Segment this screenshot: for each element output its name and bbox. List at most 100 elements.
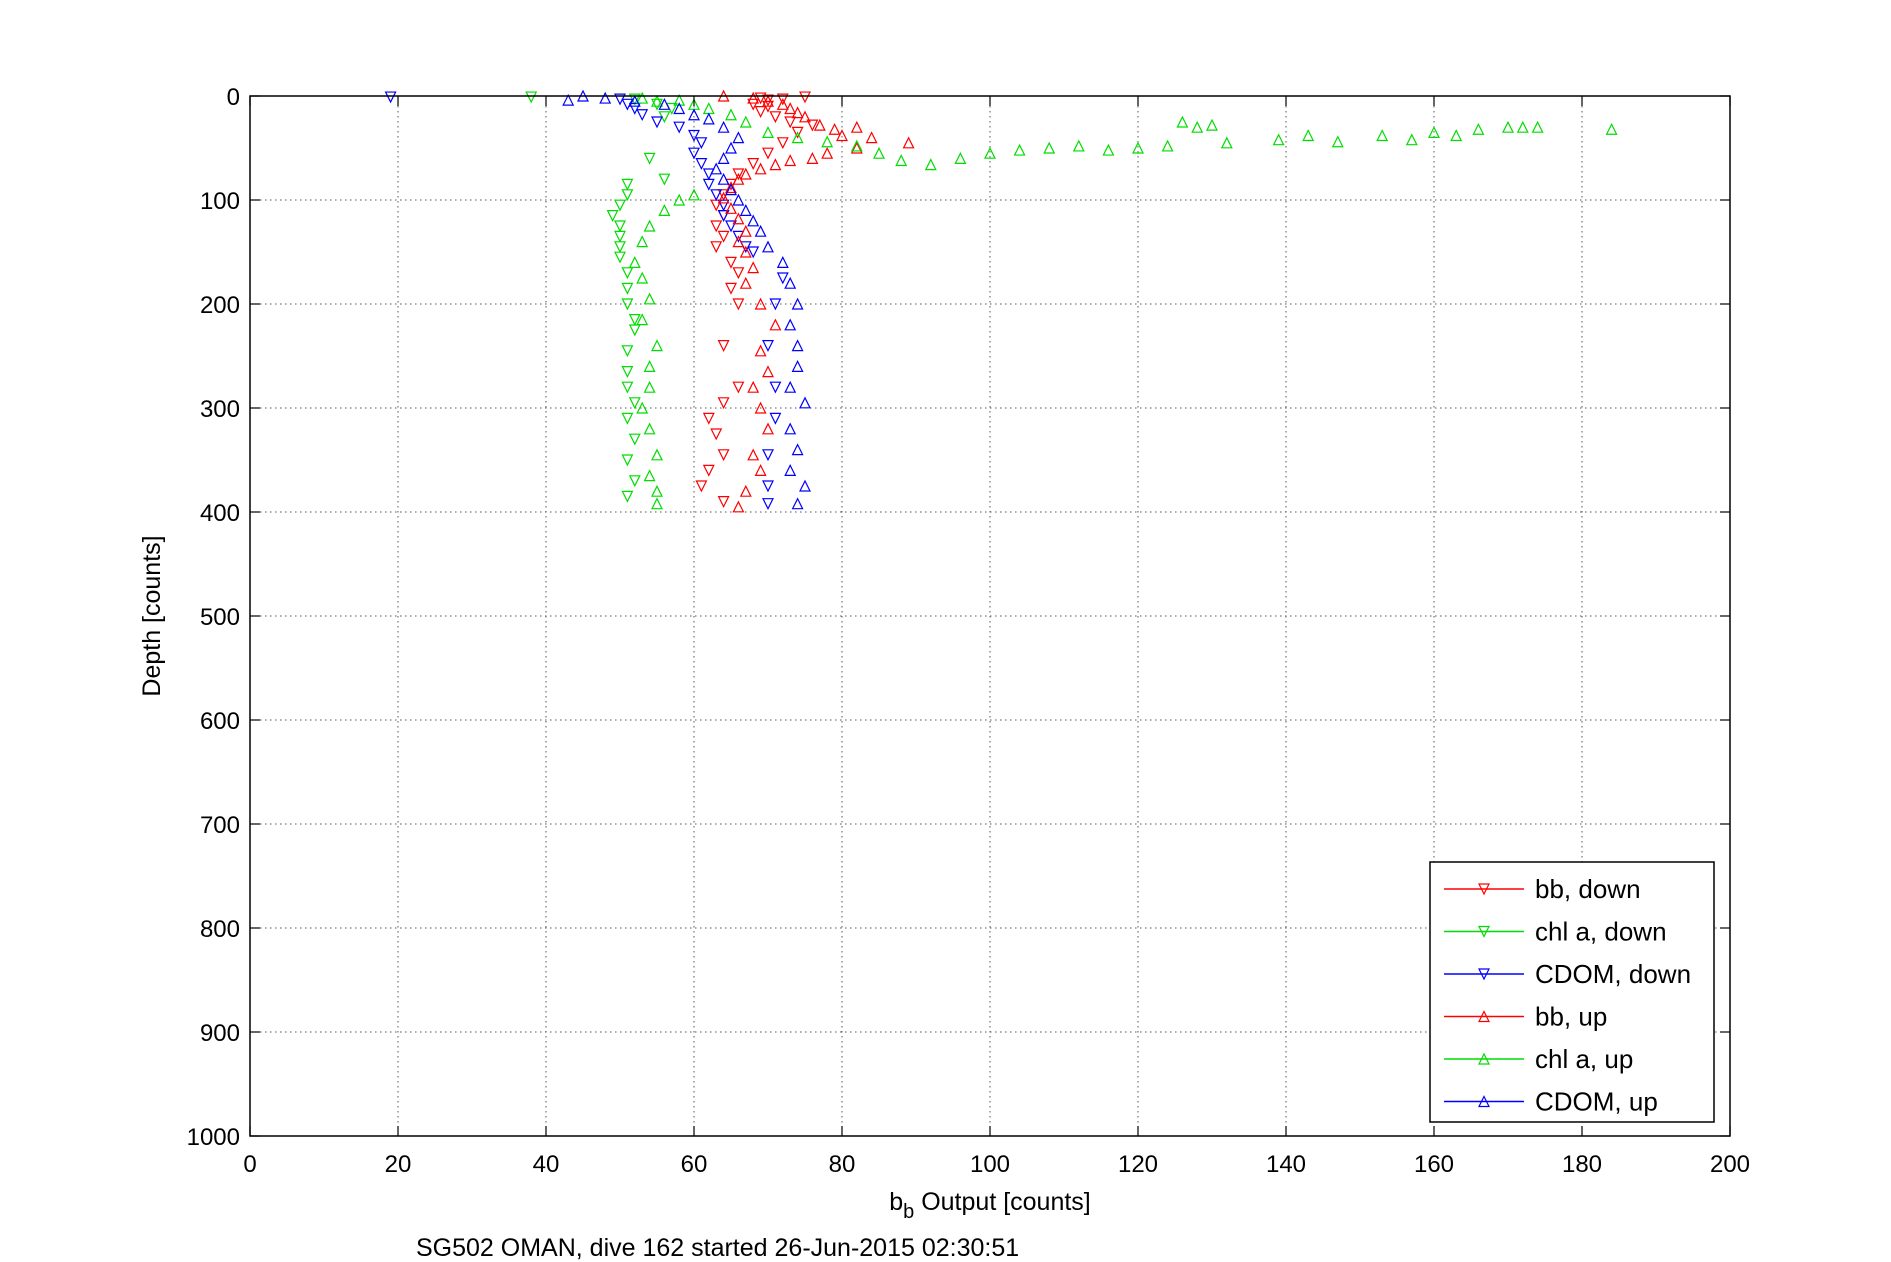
legend-marker (1478, 1095, 1490, 1108)
data-point (762, 147, 774, 160)
data-point (658, 97, 671, 110)
data-point (799, 479, 811, 492)
data-point (791, 126, 804, 139)
data-point (784, 380, 797, 393)
data-point (791, 497, 804, 510)
data-point (643, 360, 656, 372)
data-point (784, 102, 797, 115)
legend-item: bb, up (1444, 1002, 1607, 1032)
data-point (821, 146, 834, 159)
data-point (776, 137, 789, 150)
data-point (762, 94, 774, 107)
data-point (799, 91, 811, 104)
data-point (621, 490, 634, 503)
data-point (747, 98, 760, 111)
data-point (732, 298, 745, 311)
data-point (902, 136, 915, 149)
data-point (628, 433, 641, 446)
legend-marker (1478, 925, 1490, 938)
data-point (702, 412, 715, 425)
data-point (628, 324, 641, 337)
data-point (628, 397, 641, 410)
data-point (828, 122, 841, 135)
data-point (799, 396, 811, 409)
data-point (384, 91, 397, 104)
data-point (717, 191, 730, 204)
data-point (621, 282, 634, 295)
data-point (643, 292, 656, 305)
data-point (643, 219, 656, 232)
data-point (1516, 120, 1529, 133)
x-tick-label: 120 (1118, 1151, 1158, 1178)
data-point (850, 141, 863, 154)
x-tick-label: 100 (970, 1151, 1010, 1178)
data-point (702, 464, 715, 477)
data-point (717, 230, 730, 243)
legend-marker (1478, 1010, 1490, 1023)
data-point (717, 449, 730, 462)
data-point (739, 224, 752, 237)
data-point (732, 267, 745, 280)
data-point (784, 464, 797, 476)
series-chl-a-down (525, 91, 678, 503)
data-point (628, 256, 641, 268)
data-point (895, 154, 908, 167)
data-point (769, 381, 782, 394)
data-point (651, 484, 663, 497)
data-point (621, 178, 634, 191)
x-tick-label: 80 (829, 1151, 856, 1178)
data-point (762, 498, 774, 511)
data-point (688, 108, 700, 121)
data-point (747, 261, 760, 274)
data-point (732, 172, 745, 185)
x-tick-label: 20 (385, 1151, 412, 1178)
data-point (621, 345, 634, 358)
data-point (621, 298, 634, 311)
data-point (636, 313, 649, 326)
data-point (621, 267, 634, 280)
data-point (628, 102, 641, 115)
data-point (658, 173, 671, 186)
data-point (954, 152, 967, 164)
data-point (717, 210, 730, 222)
data-point (702, 112, 715, 125)
y-tick-label: 700 (200, 812, 240, 839)
data-point (754, 92, 767, 105)
data-point (739, 167, 752, 180)
data-point (732, 131, 745, 144)
data-point (621, 366, 634, 378)
x-tick-label: 60 (681, 1151, 708, 1178)
data-point (710, 220, 723, 233)
data-point (725, 282, 737, 295)
data-point (739, 484, 752, 497)
data-point (651, 448, 663, 461)
legend-label: chl a, up (1535, 1044, 1633, 1074)
y-tick-label: 0 (227, 84, 240, 111)
data-point (614, 251, 626, 264)
axis-ticks: 0 20 40 60 80 100 120 140 160 180 200 0 100 200 300 400… (187, 84, 1750, 1178)
x-axis-label-subscript: b (903, 1201, 914, 1223)
x-tick-label: 40 (533, 1151, 560, 1178)
data-point (628, 314, 641, 326)
x-tick-label: 140 (1266, 1151, 1306, 1178)
legend-box (1429, 861, 1715, 1123)
legend-marker (1478, 883, 1490, 896)
y-tick-label: 900 (200, 1020, 240, 1047)
data-point (762, 240, 774, 253)
data-point (688, 188, 700, 201)
data-point (621, 412, 634, 425)
data-point (628, 94, 641, 107)
data-point (725, 141, 737, 154)
data-point (762, 126, 774, 138)
data-point (651, 497, 663, 510)
data-point (614, 220, 626, 233)
data-point (643, 469, 656, 482)
data-point (1161, 139, 1174, 152)
data-point (754, 464, 767, 476)
data-point (1472, 122, 1485, 135)
data-point (695, 137, 708, 150)
data-point (776, 97, 789, 110)
data-point (791, 106, 804, 119)
data-point (695, 158, 708, 170)
data-point (562, 93, 575, 106)
